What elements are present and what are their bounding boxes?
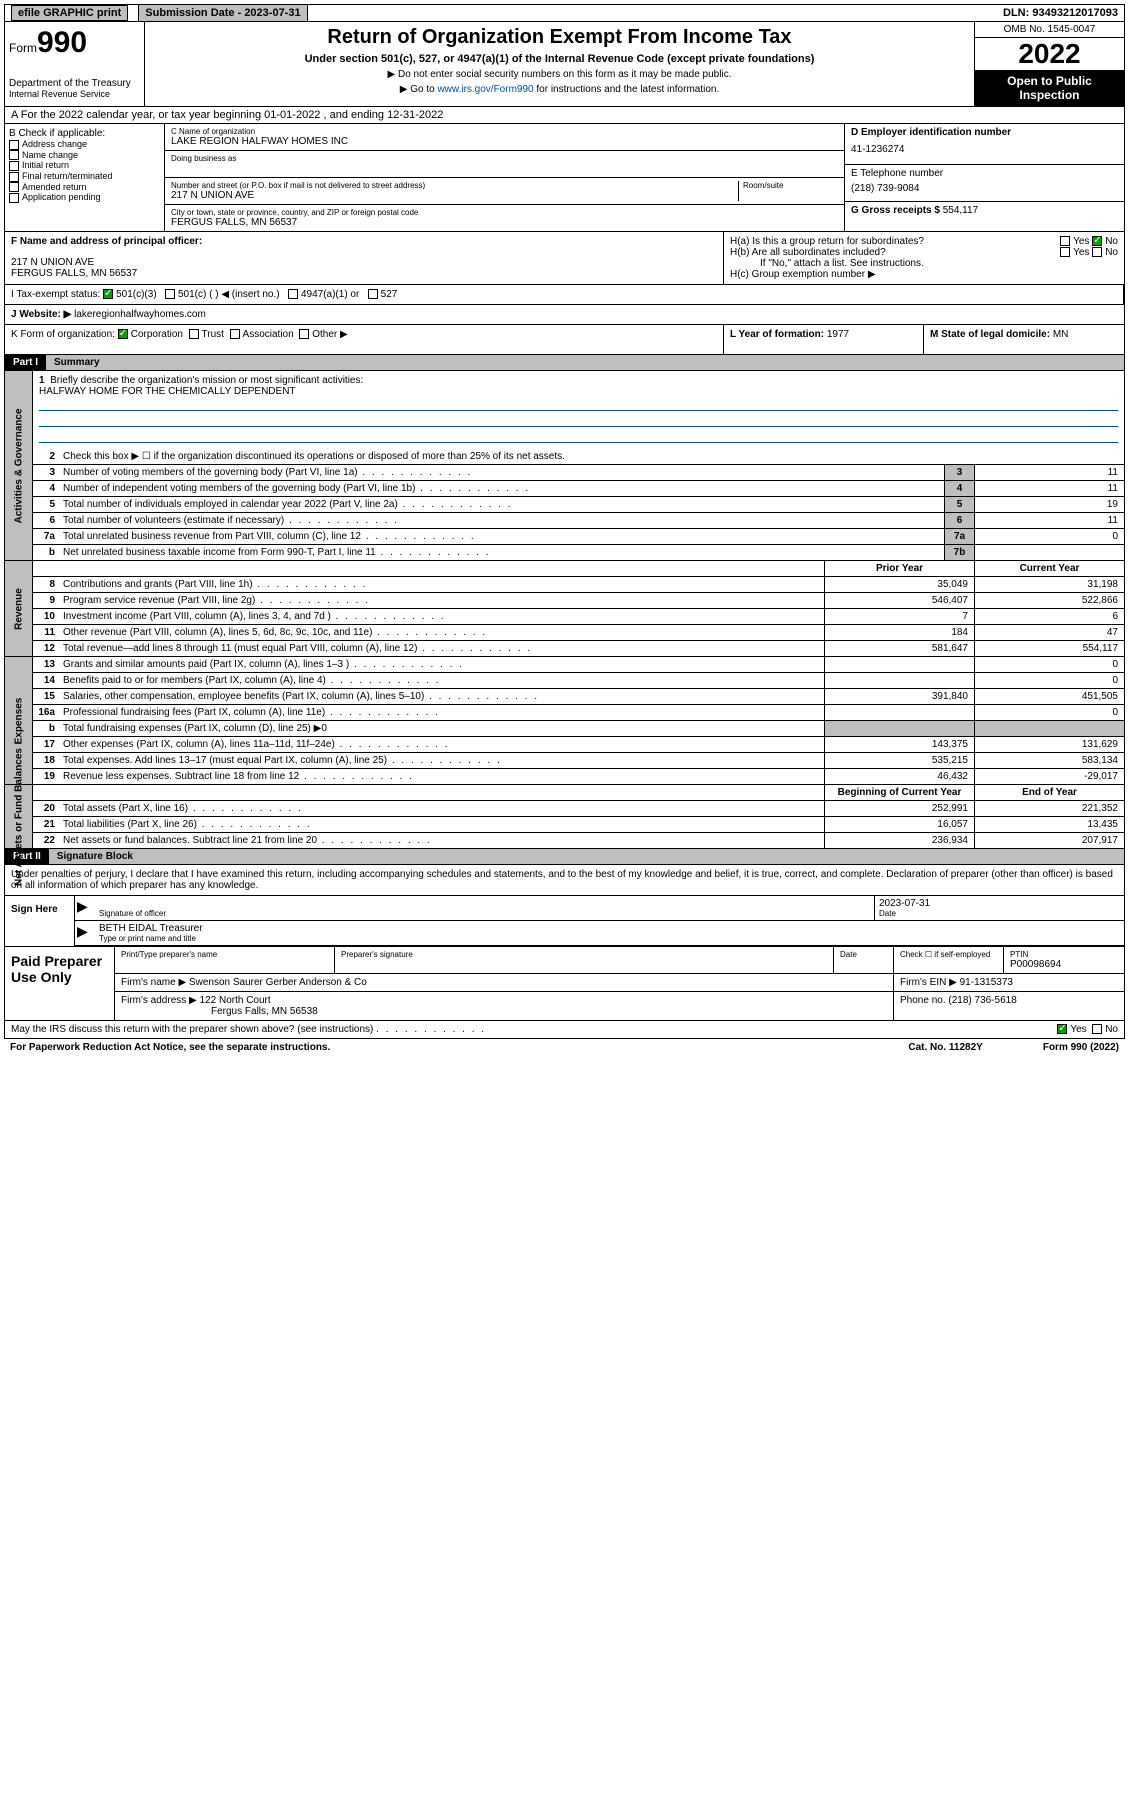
h-b-note: If "No," attach a list. See instructions… bbox=[730, 258, 1118, 269]
table-row: bTotal fundraising expenses (Part IX, co… bbox=[33, 721, 1124, 737]
table-row: 8Contributions and grants (Part VIII, li… bbox=[33, 577, 1124, 593]
table-row: 6Total number of volunteers (estimate if… bbox=[33, 513, 1124, 529]
dln: DLN: 93493212017093 bbox=[997, 5, 1124, 21]
part-ii-header: Part II Signature Block bbox=[4, 849, 1125, 865]
table-row: 15Salaries, other compensation, employee… bbox=[33, 689, 1124, 705]
block-j: J Website: ▶ lakeregionhalfwayhomes.com bbox=[4, 305, 1125, 325]
org-street: 217 N UNION AVE bbox=[171, 190, 738, 201]
table-row: 4Number of independent voting members of… bbox=[33, 481, 1124, 497]
omb-number: OMB No. 1545-0047 bbox=[975, 22, 1124, 38]
form-note2: ▶ Go to www.irs.gov/Form990 for instruct… bbox=[149, 84, 970, 95]
table-row: 10Investment income (Part VIII, column (… bbox=[33, 609, 1124, 625]
arrow-icon: ▶ bbox=[75, 896, 95, 920]
phone: (218) 739-9084 bbox=[851, 179, 1118, 198]
submission-date: Submission Date - 2023-07-31 bbox=[138, 5, 307, 21]
b-opt: Final return/terminated bbox=[9, 171, 160, 182]
block-fh: F Name and address of principal officer:… bbox=[4, 232, 1125, 285]
block-i: I Tax-exempt status: 501(c)(3) 501(c) ( … bbox=[4, 285, 1125, 305]
org-name: LAKE REGION HALFWAY HOMES INC bbox=[171, 136, 838, 147]
signature-intro: Under penalties of perjury, I declare th… bbox=[4, 865, 1125, 896]
table-row: 19Revenue less expenses. Subtract line 1… bbox=[33, 769, 1124, 784]
table-row: 12Total revenue—add lines 8 through 11 (… bbox=[33, 641, 1124, 656]
part-i-header: Part I Summary bbox=[4, 355, 1125, 371]
tax-year: 2022 bbox=[975, 38, 1124, 70]
table-row: 9Program service revenue (Part VIII, lin… bbox=[33, 593, 1124, 609]
h-b: H(b) Are all subordinates included?Yes N… bbox=[730, 247, 1118, 258]
gross-receipts: 554,117 bbox=[943, 205, 978, 216]
summary-revenue: Revenue Prior YearCurrent Year 8Contribu… bbox=[4, 561, 1125, 657]
irs-link[interactable]: www.irs.gov/Form990 bbox=[437, 84, 533, 95]
officer-addr1: 217 N UNION AVE bbox=[11, 257, 717, 268]
table-row: 7aTotal unrelated business revenue from … bbox=[33, 529, 1124, 545]
irs-label: Internal Revenue Service bbox=[9, 89, 140, 99]
officer-name: BETH EIDAL Treasurer bbox=[99, 923, 1120, 934]
table-row: 14Benefits paid to or for members (Part … bbox=[33, 673, 1124, 689]
table-row: 20Total assets (Part X, line 16)252,9912… bbox=[33, 801, 1124, 817]
table-row: 16aProfessional fundraising fees (Part I… bbox=[33, 705, 1124, 721]
org-city: FERGUS FALLS, MN 56537 bbox=[171, 217, 838, 228]
b-opt: Name change bbox=[9, 150, 160, 161]
form-ref: Form 990 (2022) bbox=[1043, 1042, 1119, 1053]
form-number: Form990 bbox=[9, 26, 140, 60]
table-row: 22Net assets or fund balances. Subtract … bbox=[33, 833, 1124, 848]
summary-expenses: Expenses 13Grants and similar amounts pa… bbox=[4, 657, 1125, 785]
h-a: H(a) Is this a group return for subordin… bbox=[730, 236, 1118, 247]
form-subtitle: Under section 501(c), 527, or 4947(a)(1)… bbox=[149, 53, 970, 65]
table-row: 13Grants and similar amounts paid (Part … bbox=[33, 657, 1124, 673]
website: lakeregionhalfwayhomes.com bbox=[74, 309, 206, 320]
table-row: bNet unrelated business taxable income f… bbox=[33, 545, 1124, 560]
footer-line: For Paperwork Reduction Act Notice, see … bbox=[4, 1039, 1125, 1056]
block-bcd: B Check if applicable: Address change Na… bbox=[4, 124, 1125, 232]
b-opt: Address change bbox=[9, 139, 160, 150]
b-opt: Application pending bbox=[9, 192, 160, 203]
state-domicile: MN bbox=[1053, 329, 1069, 340]
ein: 41-1236274 bbox=[851, 138, 1118, 161]
sig-date: 2023-07-31 bbox=[879, 898, 1120, 909]
b-opt: Amended return bbox=[9, 182, 160, 193]
dept-label: Department of the Treasury bbox=[9, 78, 140, 89]
form-note1: ▶ Do not enter social security numbers o… bbox=[149, 69, 970, 80]
table-row: 3Number of voting members of the governi… bbox=[33, 465, 1124, 481]
form-title: Return of Organization Exempt From Incom… bbox=[149, 26, 970, 49]
open-inspection: Open to Public Inspection bbox=[975, 70, 1124, 106]
table-row: 5Total number of individuals employed in… bbox=[33, 497, 1124, 513]
table-row: 18Total expenses. Add lines 13–17 (must … bbox=[33, 753, 1124, 769]
discuss-row: May the IRS discuss this return with the… bbox=[4, 1021, 1125, 1039]
firm-ein: 91-1315373 bbox=[960, 977, 1013, 988]
summary-net-assets: Net Assets or Fund Balances Beginning of… bbox=[4, 785, 1125, 849]
section-deg: D Employer identification number41-12362… bbox=[844, 124, 1124, 231]
table-row: 11Other revenue (Part VIII, column (A), … bbox=[33, 625, 1124, 641]
firm-addr: 122 North Court bbox=[200, 995, 271, 1006]
b-opt: Initial return bbox=[9, 160, 160, 171]
row-a: A For the 2022 calendar year, or tax yea… bbox=[4, 107, 1125, 124]
cat-no: Cat. No. 11282Y bbox=[908, 1042, 982, 1053]
table-row: 17Other expenses (Part IX, column (A), l… bbox=[33, 737, 1124, 753]
mission-text: HALFWAY HOME FOR THE CHEMICALLY DEPENDEN… bbox=[39, 386, 1118, 397]
officer-addr2: FERGUS FALLS, MN 56537 bbox=[11, 268, 717, 279]
firm-phone: (218) 736-5618 bbox=[948, 995, 1016, 1006]
block-klm: K Form of organization: Corporation Trus… bbox=[4, 325, 1125, 355]
h-c: H(c) Group exemption number ▶ bbox=[730, 269, 1118, 280]
summary-governance: Activities & Governance 1 Briefly descri… bbox=[4, 371, 1125, 561]
ptin: P00098694 bbox=[1010, 959, 1118, 970]
form-header: Form990 Department of the Treasury Inter… bbox=[4, 22, 1125, 107]
section-c: C Name of organizationLAKE REGION HALFWA… bbox=[165, 124, 844, 231]
section-b: B Check if applicable: Address change Na… bbox=[5, 124, 165, 231]
firm-name: Swenson Saurer Gerber Anderson & Co bbox=[189, 977, 367, 988]
arrow-icon: ▶ bbox=[75, 921, 95, 945]
year-formation: 1977 bbox=[827, 329, 849, 340]
signature-block: Sign Here ▶ Signature of officer 2023-07… bbox=[4, 896, 1125, 947]
paid-preparer-block: Paid Preparer Use Only Print/Type prepar… bbox=[4, 947, 1125, 1021]
efile-button[interactable]: efile GRAPHIC print bbox=[11, 5, 128, 21]
table-row: 21Total liabilities (Part X, line 26)16,… bbox=[33, 817, 1124, 833]
top-bar: efile GRAPHIC print Submission Date - 20… bbox=[4, 4, 1125, 22]
